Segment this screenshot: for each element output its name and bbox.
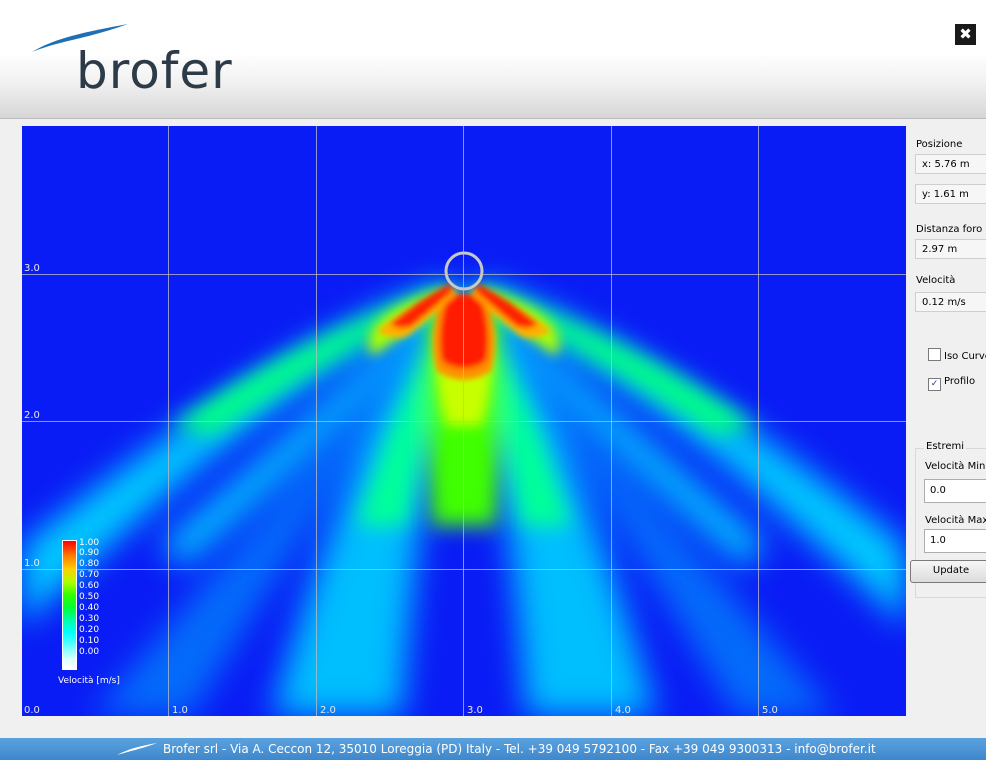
profile-checkbox[interactable]: ✓ Profilo bbox=[928, 376, 975, 391]
distance-value: 2.97 m bbox=[915, 239, 986, 259]
company-contact-info: Brofer srl - Via A. Ceccon 12, 35010 Lor… bbox=[163, 742, 876, 756]
brofer-logo-swoosh-icon bbox=[32, 24, 128, 52]
velocity-value: 0.12 m/s bbox=[915, 292, 986, 312]
velocity-label: Velocità bbox=[916, 275, 956, 286]
iso-curve-label: Iso Curve bbox=[944, 351, 986, 362]
vmax-label: Velocità Max bbox=[925, 515, 986, 526]
side-panel: Posizione x: 5.76 m y: 1.61 m Distanza f… bbox=[906, 126, 986, 726]
vmin-input[interactable]: 0.0 bbox=[924, 479, 986, 503]
footer-bar: Brofer srl - Via A. Ceccon 12, 35010 Lor… bbox=[0, 738, 986, 760]
app-header: brofer ✖ bbox=[0, 0, 986, 119]
y-tick-label: 1.0 bbox=[24, 558, 40, 569]
x-tick-label: 1.0 bbox=[172, 705, 188, 716]
extremes-group: Estremi Velocità Min 0.0 Velocità Max 1.… bbox=[915, 441, 986, 598]
profile-label: Profilo bbox=[944, 376, 976, 387]
legend-title: Velocità [m/s] bbox=[58, 676, 120, 686]
update-button[interactable]: Update bbox=[910, 560, 986, 583]
distance-label: Distanza foro bbox=[916, 224, 983, 235]
brand-logo: brofer bbox=[76, 42, 233, 100]
x-position-value: x: 5.76 m bbox=[915, 154, 986, 174]
legend-label: 0.50 bbox=[79, 592, 100, 602]
legend-label: 0.00 bbox=[79, 647, 100, 657]
vmax-input[interactable]: 1.0 bbox=[924, 529, 986, 553]
y-position-value: y: 1.61 m bbox=[915, 184, 986, 204]
y-tick-label: 3.0 bbox=[24, 263, 40, 274]
close-button[interactable]: ✖ bbox=[955, 24, 976, 45]
position-label: Posizione bbox=[916, 139, 963, 150]
x-tick-label: 4.0 bbox=[615, 705, 631, 716]
x-tick-label: 0.0 bbox=[24, 705, 40, 716]
x-tick-label: 3.0 bbox=[467, 705, 483, 716]
vmin-label: Velocità Min bbox=[925, 461, 986, 472]
brofer-footer-swoosh-icon bbox=[117, 743, 157, 755]
legend-label: 0.90 bbox=[79, 548, 100, 558]
extremes-title: Estremi bbox=[924, 441, 967, 452]
checkmark-icon[interactable]: ✓ bbox=[928, 378, 941, 391]
color-scale-bar bbox=[62, 540, 77, 670]
x-tick-label: 5.0 bbox=[762, 705, 778, 716]
velocity-field-plot[interactable]: 0.0 1.0 2.0 3.0 4.0 5.0 1.0 2.0 3.0 1.00… bbox=[22, 126, 906, 716]
x-tick-label: 2.0 bbox=[320, 705, 336, 716]
legend-label: 0.10 bbox=[79, 636, 100, 646]
legend-label: 0.40 bbox=[79, 603, 100, 613]
legend-label: 1.00 bbox=[79, 538, 100, 548]
velocity-field-image bbox=[22, 251, 906, 716]
iso-curve-checkbox[interactable]: Iso Curve bbox=[928, 348, 986, 362]
legend-label: 0.70 bbox=[79, 570, 100, 580]
y-tick-label: 2.0 bbox=[24, 410, 40, 421]
legend-label: 0.60 bbox=[79, 581, 100, 591]
legend-label: 0.30 bbox=[79, 614, 100, 624]
checkbox-unchecked-icon[interactable] bbox=[928, 348, 941, 361]
legend-label: 0.80 bbox=[79, 559, 100, 569]
legend-label: 0.20 bbox=[79, 625, 100, 635]
